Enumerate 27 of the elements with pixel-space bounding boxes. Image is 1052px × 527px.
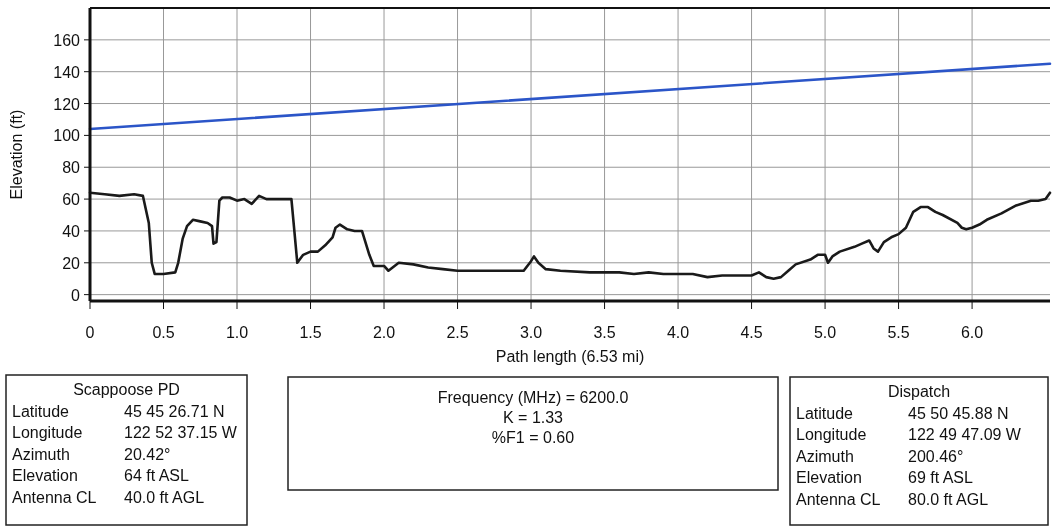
text: Frequency (MHz) = 6200.0 K = 1.33 %F1 = 0.60 xyxy=(437,389,629,446)
y-tick-label: 120 xyxy=(53,95,81,113)
x-tick-label: 3.5 xyxy=(593,324,616,341)
y-tick-label: 80 xyxy=(62,159,81,177)
text: Dispatch Latitude 45 50 45.88 N Longitude 122 49 47.09 W Azimuth 200.46° Elevation 69 ft ASL Antenna CL 80.0 ft AGL xyxy=(796,383,1021,508)
x-tick-label: 1.5 xyxy=(299,324,322,341)
y-tick-label: 100 xyxy=(53,127,81,145)
text: Scappoose PD Latitude 45 45 26.71 N Longitude 122 52 37.15 W Azimuth 20.42° Elevation 64 ft ASL Antenna CL 40.0 ft AGL xyxy=(12,381,237,506)
x-tick-label: 5.0 xyxy=(813,324,837,341)
y-tick-label: 40 xyxy=(62,222,81,240)
x-tick-label: 1.0 xyxy=(225,324,249,341)
y-tick-label: 20 xyxy=(62,254,81,272)
y-tick-label: 160 xyxy=(53,31,81,49)
x-tick-label: 2.0 xyxy=(372,324,396,341)
x-tick-label: 4.5 xyxy=(740,324,763,341)
x-tick-label: 6.0 xyxy=(960,324,984,341)
x-tick-label: 5.5 xyxy=(887,324,910,341)
x-tick-label: 4.0 xyxy=(666,324,690,341)
x-tick-label: 0.5 xyxy=(152,324,175,341)
x-tick-label: 2.5 xyxy=(446,324,469,341)
y-tick-label: 60 xyxy=(62,191,81,209)
x-tick-label: 0 xyxy=(85,324,95,341)
x-axis-title: Path length (6.53 mi) xyxy=(495,348,645,365)
x-tick-label: 3.0 xyxy=(519,324,543,341)
y-tick-label: 140 xyxy=(53,63,81,81)
y-axis-title: Elevation (ft) xyxy=(8,109,25,200)
y-tick-label: 0 xyxy=(71,286,81,304)
